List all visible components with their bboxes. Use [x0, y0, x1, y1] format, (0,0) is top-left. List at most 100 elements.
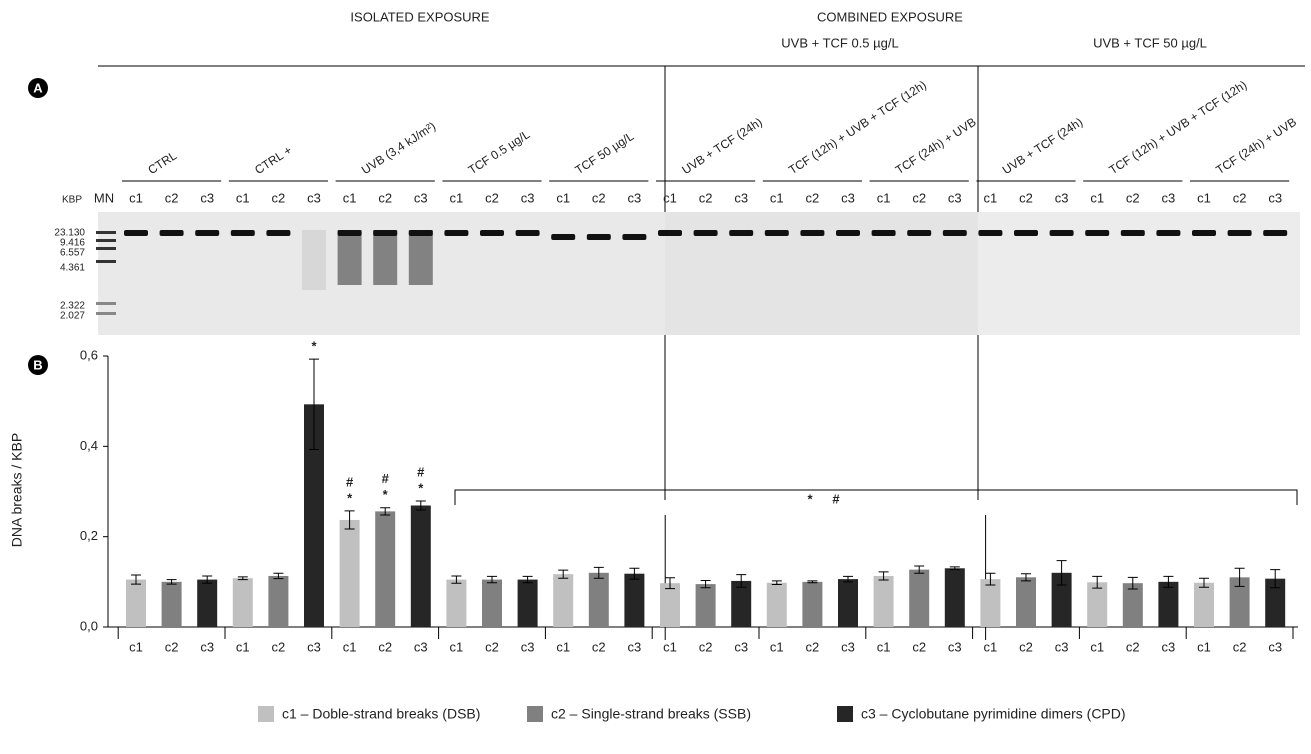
x-tick-label: c1: [877, 639, 891, 654]
bar: [589, 573, 609, 627]
lane-label: c2: [378, 190, 392, 205]
x-tick-label: c2: [1233, 639, 1247, 654]
x-tick-label: c1: [1090, 639, 1104, 654]
y-tick-label: 0,6: [80, 347, 98, 362]
panel-label: B: [33, 357, 42, 372]
x-tick-label: c3: [841, 639, 855, 654]
bar: [660, 583, 680, 627]
x-tick-label: c2: [806, 639, 820, 654]
lane-label: c2: [592, 190, 606, 205]
y-axis-label: DNA breaks / KBP: [9, 433, 25, 547]
significance-mark: #: [346, 474, 354, 489]
bar: [1123, 583, 1143, 627]
gel-band: [160, 230, 184, 236]
x-tick-label: c3: [1268, 639, 1282, 654]
x-tick-label: c1: [663, 639, 677, 654]
subheader: UVB + TCF 50 µg/L: [1093, 35, 1207, 50]
bar: [340, 520, 360, 627]
x-tick-label: c3: [200, 639, 214, 654]
gel-band: [836, 230, 860, 236]
gel-band: [622, 234, 646, 240]
x-tick-label: c3: [628, 639, 642, 654]
bar: [553, 574, 573, 627]
gel-band: [551, 234, 575, 240]
bar: [233, 578, 253, 627]
ladder-band: [96, 239, 116, 242]
significance-mark: #: [417, 464, 425, 479]
bar: [518, 580, 538, 627]
ladder-band: [96, 247, 116, 250]
gel-band: [943, 230, 967, 236]
bar: [624, 574, 644, 627]
lane-label: c3: [628, 190, 642, 205]
x-tick-label: c3: [1055, 639, 1069, 654]
x-tick-label: c3: [948, 639, 962, 654]
gel-band: [765, 230, 789, 236]
gel-smear: [409, 230, 433, 285]
gel-band: [266, 230, 290, 236]
lane-label: c2: [485, 190, 499, 205]
x-tick-label: c1: [770, 639, 784, 654]
lane-label: c1: [663, 190, 677, 205]
bar: [696, 584, 716, 627]
group-label: TCF 0.5 µg/L: [466, 127, 533, 177]
lane-label: c2: [699, 190, 713, 205]
gel-band: [195, 230, 219, 236]
x-tick-label: c1: [556, 639, 570, 654]
gel-band: [373, 230, 397, 236]
gel-band: [1121, 230, 1145, 236]
lane-label: c1: [236, 190, 250, 205]
lane-label: c3: [841, 190, 855, 205]
group-label: TCF (24h) + UVB: [893, 115, 979, 177]
lane-label: c3: [414, 190, 428, 205]
y-tick-label: 0,0: [80, 618, 98, 633]
lane-label: c3: [734, 190, 748, 205]
gel-smear: [338, 230, 362, 285]
header: COMBINED EXPOSURE: [817, 9, 963, 24]
lane-label: c1: [877, 190, 891, 205]
gel-band: [1228, 230, 1252, 236]
group-label: CTRL +: [252, 143, 294, 177]
bar: [375, 511, 395, 627]
x-tick-label: c3: [307, 639, 321, 654]
x-tick-label: c3: [414, 639, 428, 654]
lane-label: c3: [200, 190, 214, 205]
bracket-label: *: [807, 491, 813, 506]
bar: [945, 568, 965, 627]
subheader: UVB + TCF 0.5 µg/L: [781, 35, 898, 50]
panel-label: A: [33, 80, 43, 95]
group-label: UVB (3,4 kJ/m²): [359, 119, 438, 177]
gel-band: [658, 230, 682, 236]
gel-smear: [302, 230, 326, 290]
lane-label: c2: [912, 190, 926, 205]
significance-mark: #: [382, 471, 390, 486]
bar: [1158, 582, 1178, 627]
lane-label: c1: [450, 190, 464, 205]
lane-label: c3: [1055, 190, 1069, 205]
lane-label: c2: [806, 190, 820, 205]
ladder-label: 4.361: [60, 263, 85, 274]
ladder-band: [96, 312, 116, 315]
bar: [162, 582, 182, 627]
lane-label: c1: [770, 190, 784, 205]
gel-band: [800, 230, 824, 236]
bar: [268, 576, 288, 627]
significance-mark: *: [347, 490, 353, 505]
gel-band: [729, 230, 753, 236]
bar: [767, 583, 787, 627]
lane-label: c2: [165, 190, 179, 205]
ladder-label: 2.027: [60, 311, 85, 322]
group-label: CTRL: [145, 148, 179, 177]
gel-marker: MN: [94, 190, 114, 205]
lane-label: c2: [1019, 190, 1033, 205]
lane-label: c3: [948, 190, 962, 205]
bar: [411, 506, 431, 627]
bracket-label: #: [832, 491, 840, 506]
bar: [1016, 577, 1036, 627]
lane-label: c1: [343, 190, 357, 205]
gel-band: [1050, 230, 1074, 236]
x-tick-label: c2: [485, 639, 499, 654]
x-tick-label: c2: [165, 639, 179, 654]
gel-band: [444, 230, 468, 236]
bar: [909, 570, 929, 627]
